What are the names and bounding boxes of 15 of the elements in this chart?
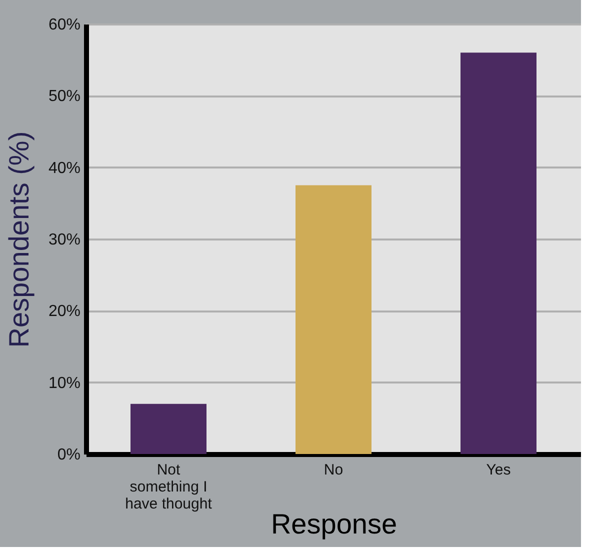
y-tick-label: 40% [48,160,80,177]
y-tick-label: 20% [48,303,80,320]
bar [296,185,372,454]
x-tick-label: No [324,462,344,478]
x-tick-label: Yes [486,462,511,478]
y-tick-label: 60% [48,16,80,34]
bar [460,52,536,454]
y-tick-label: 0% [57,446,80,464]
y-tick-label: 30% [48,232,80,248]
bar [130,404,206,454]
y-tick-label: 50% [48,88,80,106]
x-tick-label: Not something I have thought [125,462,213,512]
y-tick-label: 10% [48,374,80,392]
x-axis-title: Response [270,508,398,540]
y-axis-title: Respondents (%) [3,131,34,348]
